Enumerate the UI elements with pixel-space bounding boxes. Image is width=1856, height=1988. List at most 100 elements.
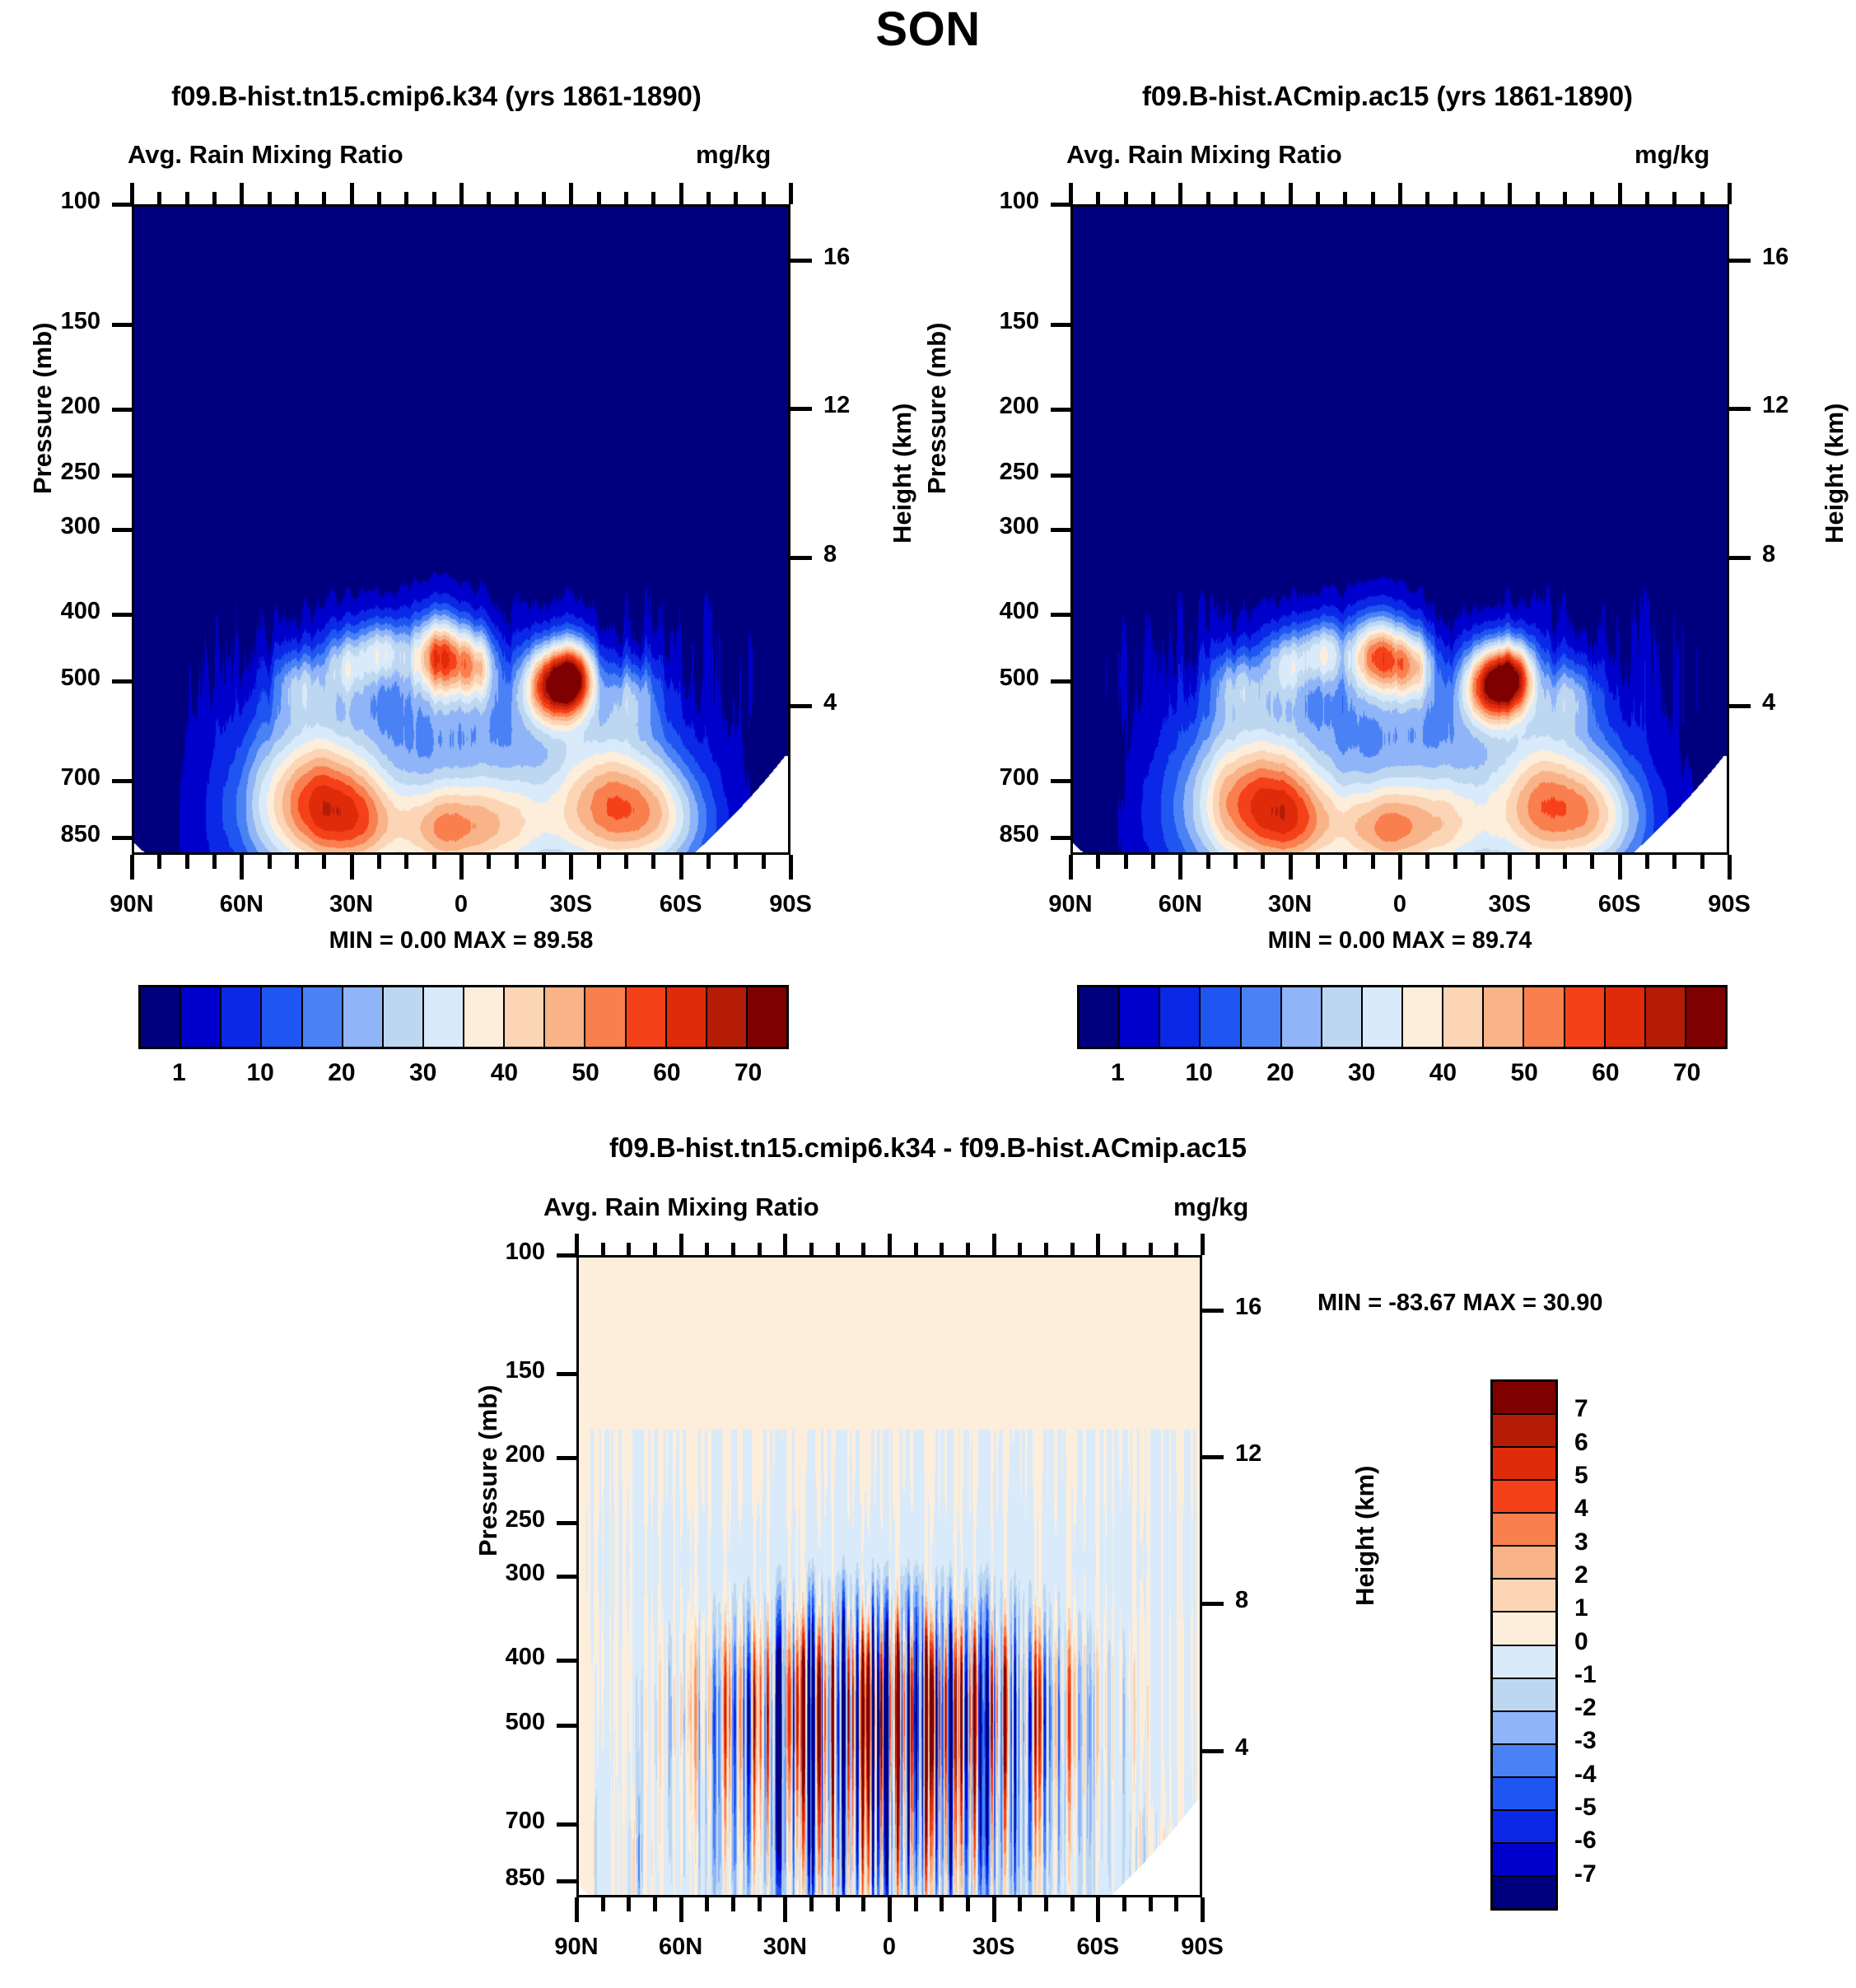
pressure-tick-label: 500 bbox=[60, 664, 100, 691]
latitude-tick bbox=[1148, 1897, 1153, 1911]
colorbar-swatch bbox=[1686, 987, 1725, 1047]
top-axis-tick bbox=[1535, 192, 1540, 204]
colorbar-diff[interactable] bbox=[1490, 1379, 1558, 1911]
top-axis-tick bbox=[514, 192, 519, 204]
height-tick bbox=[790, 704, 812, 709]
height-tick-label: 8 bbox=[1762, 540, 1776, 567]
height-tick-label: 8 bbox=[1235, 1587, 1249, 1614]
top-axis-tick bbox=[789, 183, 793, 204]
top-axis-tick bbox=[157, 192, 162, 204]
top-axis-tick bbox=[1508, 183, 1513, 204]
top-axis-tick bbox=[991, 1234, 996, 1255]
latitude-tick bbox=[1645, 855, 1649, 869]
colorbar-swatch bbox=[1493, 1711, 1555, 1745]
height-tick bbox=[790, 555, 812, 560]
top-axis-tick bbox=[1728, 183, 1732, 204]
top-axis-tick bbox=[809, 1243, 814, 1255]
latitude-tick-label: 90S bbox=[1181, 1934, 1224, 1960]
colorbar-tick-label: 1 bbox=[172, 1059, 186, 1086]
colorbar-tick-label: 70 bbox=[1672, 1059, 1701, 1086]
pressure-tick-label: 100 bbox=[505, 1239, 545, 1265]
latitude-tick bbox=[1700, 855, 1704, 869]
top-axis-tick bbox=[913, 1243, 918, 1255]
latitude-tick-label: 30N bbox=[1268, 891, 1313, 917]
latitude-tick bbox=[1096, 1897, 1101, 1922]
top-axis-tick bbox=[1174, 1243, 1179, 1255]
colorbar-tick-label: 50 bbox=[1510, 1059, 1538, 1086]
top-axis-tick bbox=[1288, 183, 1293, 204]
colorbar-tick-label: 4 bbox=[1574, 1495, 1588, 1523]
colorbar-swatch bbox=[1160, 987, 1201, 1047]
colorbar-tick-label: 1 bbox=[1574, 1594, 1588, 1622]
latitude-tick bbox=[1288, 855, 1293, 880]
colorbar-tick-label: 6 bbox=[1574, 1428, 1588, 1456]
colorbar-swatch bbox=[464, 987, 506, 1047]
colorbar-swatch bbox=[1493, 1612, 1555, 1646]
colorbar-case1[interactable] bbox=[138, 985, 789, 1049]
latitude-tick-label: 90S bbox=[769, 891, 812, 917]
pressure-tick-label: 100 bbox=[999, 188, 1039, 214]
top-axis-tick bbox=[1205, 192, 1210, 204]
pressure-tick-label: 300 bbox=[505, 1560, 545, 1586]
pressure-tick-label: 700 bbox=[60, 763, 100, 791]
plot-area-diff[interactable] bbox=[576, 1255, 1202, 1897]
colorbar-swatch bbox=[1605, 987, 1646, 1047]
latitude-tick-label: 30S bbox=[1488, 891, 1532, 917]
colorbar-case2[interactable] bbox=[1077, 985, 1728, 1049]
top-axis-tick bbox=[888, 1234, 892, 1255]
plot-area-case2[interactable] bbox=[1070, 204, 1729, 855]
latitude-tick-label: 60N bbox=[219, 891, 263, 917]
colorbar-swatch bbox=[1493, 1415, 1555, 1449]
colorbar-swatch bbox=[1493, 1744, 1555, 1778]
top-axis-tick bbox=[295, 192, 299, 204]
colorbar-swatch bbox=[1493, 1580, 1555, 1613]
minmax-case2: MIN = 0.00 MAX = 89.74 bbox=[1267, 927, 1532, 954]
latitude-tick bbox=[1044, 1897, 1048, 1911]
top-axis-tick bbox=[1122, 1243, 1126, 1255]
pressure-tick-label: 400 bbox=[999, 598, 1039, 625]
pressure-tick bbox=[112, 474, 132, 478]
top-axis-tick bbox=[734, 192, 739, 204]
latitude-tick bbox=[835, 1897, 840, 1911]
latitude-tick bbox=[1261, 855, 1266, 869]
latitude-tick bbox=[651, 855, 656, 869]
latitude-tick bbox=[1453, 855, 1457, 869]
latitude-tick bbox=[966, 1897, 970, 1911]
variable-label-case1: Avg. Rain Mixing Ratio bbox=[128, 140, 403, 169]
pressure-tick bbox=[557, 1521, 576, 1526]
colorbar-swatch bbox=[1493, 1547, 1555, 1580]
colorbar-swatch bbox=[1493, 1448, 1555, 1482]
height-tick-label: 16 bbox=[823, 243, 851, 270]
colorbar-swatch bbox=[1524, 987, 1565, 1047]
panel-title-case1: f09.B-hist.tn15.cmip6.k34 (yrs 1861-1890… bbox=[171, 81, 702, 111]
pressure-tick-label: 250 bbox=[999, 459, 1039, 486]
height-tick bbox=[1202, 1308, 1224, 1313]
colorbar-swatch bbox=[423, 987, 464, 1047]
colorbar-swatch bbox=[383, 987, 424, 1047]
pressure-tick-label: 850 bbox=[505, 1864, 545, 1891]
latitude-tick bbox=[624, 855, 628, 869]
pressure-tick bbox=[557, 1822, 576, 1827]
colorbar-swatch bbox=[1645, 987, 1686, 1047]
latitude-tick bbox=[783, 1897, 788, 1922]
top-axis-tick bbox=[1178, 183, 1183, 204]
top-axis-tick bbox=[761, 192, 766, 204]
height-tick bbox=[1729, 704, 1751, 709]
latitude-tick-label: 90S bbox=[1708, 891, 1751, 917]
latitude-tick-label: 0 bbox=[454, 891, 469, 917]
pressure-tick bbox=[112, 613, 132, 618]
top-axis-tick bbox=[431, 192, 436, 204]
plot-area-case1[interactable] bbox=[132, 204, 790, 855]
colorbar-tick-label: 60 bbox=[1592, 1059, 1620, 1086]
top-axis-tick bbox=[1590, 192, 1595, 204]
latitude-tick bbox=[514, 855, 519, 869]
units-label-case2: mg/kg bbox=[1634, 140, 1710, 169]
latitude-tick bbox=[761, 855, 766, 869]
top-axis-tick bbox=[940, 1243, 944, 1255]
latitude-tick-label: 60S bbox=[1597, 891, 1641, 917]
top-axis-tick bbox=[679, 1234, 683, 1255]
top-axis-tick bbox=[1069, 183, 1073, 204]
height-tick-label: 4 bbox=[823, 689, 837, 716]
latitude-tick bbox=[1201, 1897, 1205, 1922]
latitude-tick bbox=[1535, 855, 1540, 869]
